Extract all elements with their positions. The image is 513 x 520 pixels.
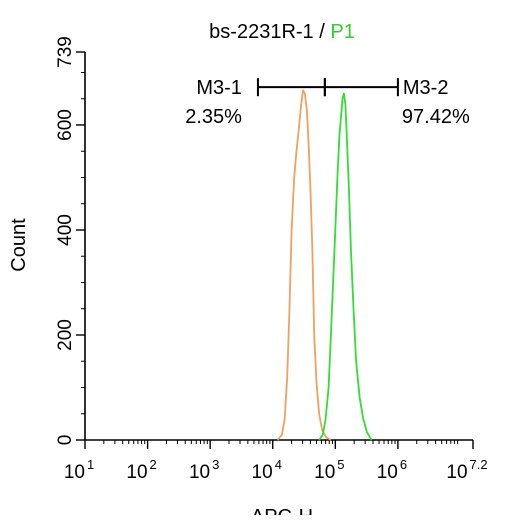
x-tick-label: 10 4 [252, 457, 282, 483]
x-tick-label: 10 3 [189, 457, 219, 483]
y-tick-label: 600 [55, 109, 76, 141]
y-axis-title: Count [8, 218, 30, 272]
x-tick-label: 10 2 [126, 457, 156, 483]
y-tick-label: 739 [55, 36, 76, 68]
histogram-series [276, 89, 373, 441]
title-separator: / [314, 21, 331, 43]
gate-1-percent: 2.35% [185, 106, 242, 128]
chart-title: bs-2231R-1 / P1 [209, 21, 355, 43]
y-tick-label: 0 [55, 435, 76, 446]
x-tick-label: 10 6 [377, 457, 407, 483]
title-gate: P1 [330, 21, 354, 43]
y-tick-label: 400 [55, 214, 76, 246]
y-tick-label: 200 [55, 319, 76, 351]
x-axis-title: APC-H [251, 506, 313, 515]
gate-1-name: M3-1 [196, 77, 242, 99]
histogram-trace-2 [318, 92, 373, 441]
title-sample: bs-2231R-1 [209, 21, 314, 43]
gate-2-percent: 97.42% [402, 106, 470, 128]
gate-markers: M3-1 2.35% M3-2 97.42% [185, 77, 470, 128]
gate-2-name: M3-2 [403, 77, 449, 99]
axes: 10 1 10 2 10 3 10 4 10 5 10 6 10 7.2 0 200 400 600 739 [55, 36, 488, 483]
histogram-trace-1 [276, 89, 332, 441]
x-tick-label: 10 1 [64, 457, 94, 483]
x-tick-label: 10 7.2 [446, 457, 487, 483]
x-tick-label: 10 5 [314, 457, 344, 483]
